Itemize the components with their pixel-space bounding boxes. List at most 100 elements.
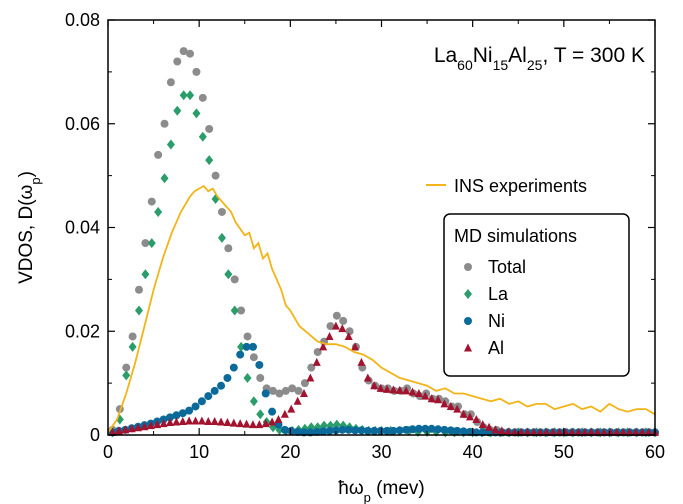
point-al [146, 421, 155, 430]
point-al [204, 417, 213, 426]
legend-box [443, 213, 630, 377]
point-ni [229, 363, 238, 372]
axis-ticks: 0 10 20 30 40 50 60 0 0.02 0.04 0.06 0.08 [65, 10, 665, 462]
point-al [274, 414, 283, 423]
point-la [230, 305, 239, 316]
point-ni [363, 426, 372, 435]
point-al [555, 427, 564, 436]
point-ni [242, 342, 251, 351]
point-al [331, 321, 340, 330]
point-al [261, 419, 270, 428]
point-ni [351, 426, 360, 435]
point-al [268, 417, 277, 426]
point-total [249, 353, 258, 362]
point-total [198, 93, 207, 102]
point-al [472, 414, 481, 423]
point-al [370, 381, 379, 390]
point-al [242, 419, 251, 428]
point-al [389, 385, 398, 394]
point-al [197, 416, 206, 425]
point-al [593, 427, 602, 436]
legend-marker-total [464, 263, 472, 271]
point-al [178, 417, 187, 426]
point-al [140, 422, 149, 431]
point-al [587, 427, 596, 436]
point-total [154, 150, 163, 159]
point-ni [287, 426, 296, 435]
x-tick-label: 0 [103, 442, 113, 462]
point-total [332, 311, 341, 320]
point-ni [197, 397, 206, 406]
point-total [128, 332, 137, 341]
point-ni [210, 386, 219, 395]
point-ni [459, 427, 468, 436]
point-ni [465, 427, 474, 436]
point-la [256, 409, 265, 420]
point-al [631, 427, 640, 436]
point-al [612, 427, 621, 436]
point-ni [255, 360, 264, 369]
point-la [249, 396, 258, 407]
point-ni [178, 409, 187, 418]
point-ni [421, 424, 430, 433]
point-ni [376, 426, 385, 435]
y-axis-label: VDOS, D(ωp) [16, 171, 43, 284]
point-ni [344, 425, 353, 434]
point-ni [248, 342, 257, 351]
point-ni [217, 381, 226, 390]
point-al [453, 404, 462, 413]
point-al [108, 427, 117, 436]
point-la [198, 131, 207, 142]
point-total [281, 386, 290, 395]
point-total [192, 67, 201, 76]
point-la [134, 305, 143, 316]
y-tick-label: 0.02 [65, 321, 100, 341]
point-total [275, 389, 284, 398]
point-la [154, 206, 163, 217]
point-total [230, 275, 239, 284]
point-ni [293, 427, 302, 436]
point-ni [440, 425, 449, 434]
legend-label-ni: Ni [488, 311, 505, 331]
point-ni [382, 426, 391, 435]
point-la [160, 173, 169, 184]
point-al [300, 389, 309, 397]
point-total [134, 285, 143, 294]
legend-entries: Total La Ni Al [464, 257, 526, 358]
point-ni [395, 426, 404, 435]
legend-ins-experiments: INS experiments [426, 176, 587, 196]
point-total [243, 332, 252, 341]
point-ni [185, 406, 194, 415]
point-total [179, 47, 188, 56]
point-al [280, 409, 289, 418]
point-al [229, 418, 238, 427]
legend-marker-ni [464, 317, 472, 325]
point-al [580, 427, 589, 436]
point-al [236, 419, 245, 428]
point-al [536, 427, 545, 436]
x-tick-label: 10 [189, 442, 209, 462]
point-ni [408, 425, 417, 434]
point-la [186, 90, 195, 101]
point-al [485, 422, 494, 431]
point-ni [331, 426, 340, 435]
point-al [363, 373, 372, 382]
point-total [211, 171, 220, 180]
point-total [288, 384, 297, 393]
point-total [186, 49, 195, 58]
point-total [339, 316, 348, 325]
legend-title: MD simulations [454, 226, 577, 246]
point-total [141, 239, 150, 248]
point-al [306, 373, 315, 382]
point-al [434, 395, 443, 404]
point-la [147, 238, 156, 249]
point-al [351, 342, 360, 351]
point-al [497, 426, 506, 435]
point-la [173, 105, 182, 116]
point-al [293, 396, 302, 405]
point-ni [338, 425, 347, 434]
point-total [217, 207, 226, 216]
point-la [128, 341, 137, 352]
point-ni [268, 407, 277, 416]
point-al [504, 427, 513, 436]
